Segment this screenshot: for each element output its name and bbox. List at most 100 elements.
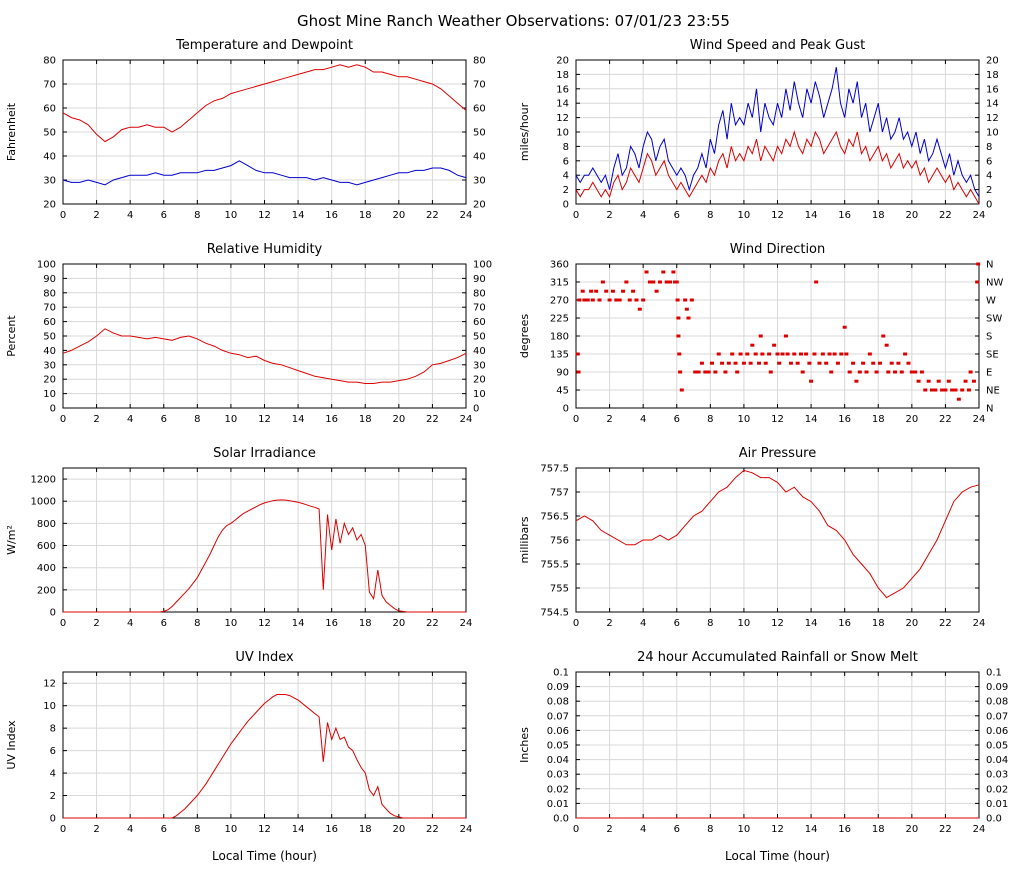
x-tick-label: 8 bbox=[194, 210, 200, 221]
x-tick-label: 8 bbox=[707, 618, 713, 629]
scatter-point bbox=[641, 298, 646, 302]
scatter-point bbox=[933, 388, 938, 392]
scatter-point bbox=[886, 370, 891, 374]
scatter-point bbox=[664, 280, 669, 284]
x-tick-label: 6 bbox=[161, 824, 167, 835]
series-temperature bbox=[62, 64, 467, 143]
chart-rainfall: 0 2 4 6 8 10 12 14 16 18 20 22 240.0 0.00.01 0.010.02 0… bbox=[518, 650, 1008, 863]
scatter-point bbox=[881, 334, 886, 338]
x-axis-label: Local Time (hour) bbox=[725, 849, 830, 863]
y-tick-label: 8 bbox=[563, 142, 569, 153]
page-title: Ghost Mine Ranch Weather Observations: 0… bbox=[297, 12, 730, 30]
y-right-label: 100 bbox=[473, 260, 492, 271]
scatter-point bbox=[750, 343, 755, 347]
scatter-point bbox=[730, 352, 735, 356]
chart-cell-wind-direction: 0 2 4 6 8 10 12 14 16 18 20 22 24 0 N 45 NE 90 E 135 SE 180 S 2… bbox=[514, 238, 1019, 442]
x-tick-label: 14 bbox=[805, 414, 818, 425]
scatter-point bbox=[610, 289, 615, 293]
scatter-point bbox=[874, 370, 879, 374]
x-tick-label: 12 bbox=[771, 824, 784, 835]
scatter-point bbox=[854, 379, 859, 383]
x-tick-label: 10 bbox=[738, 618, 751, 629]
scatter-point bbox=[753, 352, 758, 356]
scatter-point bbox=[926, 379, 931, 383]
scatter-point bbox=[675, 298, 680, 302]
scatter-point bbox=[780, 352, 785, 356]
y-tick-label: 100 bbox=[37, 260, 56, 271]
x-tick-label: 14 bbox=[292, 824, 305, 835]
chart-title: 24 hour Accumulated Rainfall or Snow Mel… bbox=[637, 650, 918, 665]
scatter-point bbox=[735, 370, 740, 374]
scatter-point bbox=[621, 289, 626, 293]
x-tick-label: 0 bbox=[60, 618, 66, 629]
scatter-point bbox=[785, 352, 790, 356]
y-tick-label: 0.08 bbox=[547, 697, 569, 708]
x-tick-label: 18 bbox=[359, 824, 372, 835]
scatter-point bbox=[679, 388, 684, 392]
x-tick-label: 20 bbox=[905, 210, 918, 221]
y-right-label: 40 bbox=[473, 152, 486, 163]
scatter-point bbox=[800, 370, 805, 374]
scatter-point bbox=[936, 379, 941, 383]
x-tick-label: 22 bbox=[426, 618, 439, 629]
x-tick-label: 0 bbox=[573, 414, 579, 425]
x-tick-label: 4 bbox=[640, 210, 646, 221]
x-tick-label: 2 bbox=[606, 618, 612, 629]
y-right-label: 30 bbox=[473, 176, 486, 187]
y-tick-label: 0 bbox=[50, 404, 56, 415]
y-right-label: 80 bbox=[473, 288, 486, 299]
x-tick-label: 20 bbox=[392, 824, 405, 835]
y-right-label: 90 bbox=[473, 274, 486, 285]
y-axis-label: Inches bbox=[518, 727, 531, 763]
x-tick-label: 12 bbox=[258, 824, 271, 835]
x-tick-label: 4 bbox=[127, 210, 133, 221]
scatter-point bbox=[960, 388, 965, 392]
chart-title: Solar Irradiance bbox=[213, 446, 316, 461]
x-tick-label: 0 bbox=[573, 824, 579, 835]
y-tick-label: 200 bbox=[37, 585, 56, 596]
x-tick-label: 8 bbox=[194, 618, 200, 629]
y-tick-label: 800 bbox=[37, 519, 56, 530]
y-tick-label: 0.06 bbox=[547, 726, 569, 737]
y-tick-label: 40 bbox=[43, 152, 56, 163]
scatter-point bbox=[829, 370, 834, 374]
scatter-point bbox=[585, 298, 590, 302]
x-tick-label: 16 bbox=[325, 618, 338, 629]
scatter-point bbox=[783, 334, 788, 338]
x-tick-label: 14 bbox=[805, 618, 818, 629]
y-tick-label: 70 bbox=[43, 80, 56, 91]
y-tick-label: 225 bbox=[550, 314, 569, 325]
series-solar-irradiance bbox=[63, 499, 466, 613]
x-tick-label: 2 bbox=[606, 824, 612, 835]
y-tick-label: 1200 bbox=[31, 475, 56, 486]
scatter-point bbox=[893, 370, 898, 374]
series-dewpoint bbox=[62, 160, 467, 186]
scatter-point bbox=[788, 361, 793, 365]
scatter-point bbox=[693, 370, 698, 374]
x-tick-label: 22 bbox=[939, 824, 952, 835]
scatter-point bbox=[799, 352, 804, 356]
scatter-point bbox=[726, 361, 731, 365]
y-tick-label: 80 bbox=[43, 288, 56, 299]
x-tick-label: 22 bbox=[939, 618, 952, 629]
y-tick-label: 400 bbox=[37, 563, 56, 574]
y-tick-label: 0.05 bbox=[547, 741, 569, 752]
scatter-point bbox=[824, 361, 829, 365]
scatter-point bbox=[963, 379, 968, 383]
y-right-label: SW bbox=[986, 314, 1002, 325]
x-tick-label: 6 bbox=[674, 618, 680, 629]
y-right-label: 0.07 bbox=[986, 711, 1008, 722]
scatter-point bbox=[909, 370, 914, 374]
scatter-point bbox=[624, 280, 629, 284]
x-tick-label: 12 bbox=[258, 210, 271, 221]
scatter-point bbox=[637, 307, 642, 311]
y-axis-label: W/m² bbox=[5, 525, 18, 555]
scatter-point bbox=[713, 370, 718, 374]
y-tick-label: 0.02 bbox=[547, 784, 569, 795]
x-tick-label: 22 bbox=[939, 210, 952, 221]
scatter-point bbox=[748, 361, 753, 365]
scatter-point bbox=[940, 388, 945, 392]
